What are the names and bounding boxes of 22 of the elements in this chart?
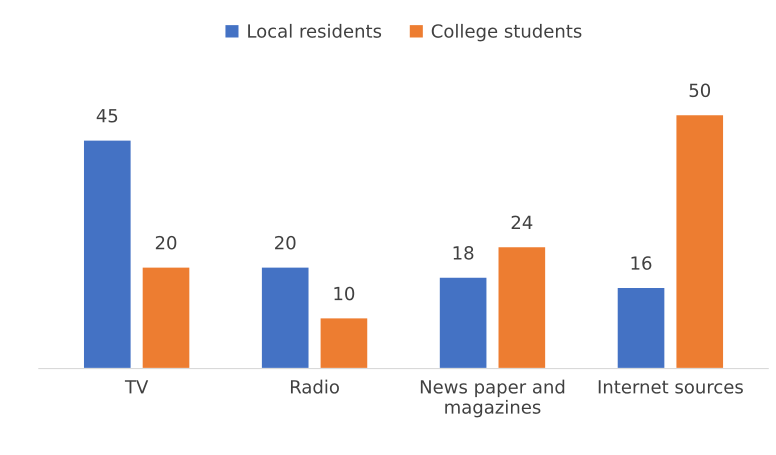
bar	[82, 139, 132, 369]
legend-label: College students	[432, 24, 582, 42]
bar	[260, 266, 310, 369]
data-label: 10	[334, 286, 354, 300]
bar	[319, 317, 369, 369]
data-label: 20	[275, 236, 296, 250]
data-label: 16	[632, 256, 652, 270]
data-label: 18	[454, 246, 474, 260]
bar	[497, 246, 547, 369]
legend-label: Local residents	[248, 24, 382, 38]
data-label: 50	[690, 83, 710, 98]
bar	[141, 266, 191, 369]
bar	[438, 276, 488, 369]
x-tick-label: News paper and magazines	[420, 380, 564, 418]
x-tick-label: Internet sources	[598, 380, 743, 394]
data-label: 45	[96, 109, 118, 123]
x-tick-label: Radio	[290, 380, 339, 394]
x-tick-label: TV	[124, 380, 148, 394]
bar	[616, 286, 666, 369]
data-label: 20	[156, 236, 176, 250]
bar	[675, 114, 724, 369]
data-label: 24	[512, 216, 532, 229]
